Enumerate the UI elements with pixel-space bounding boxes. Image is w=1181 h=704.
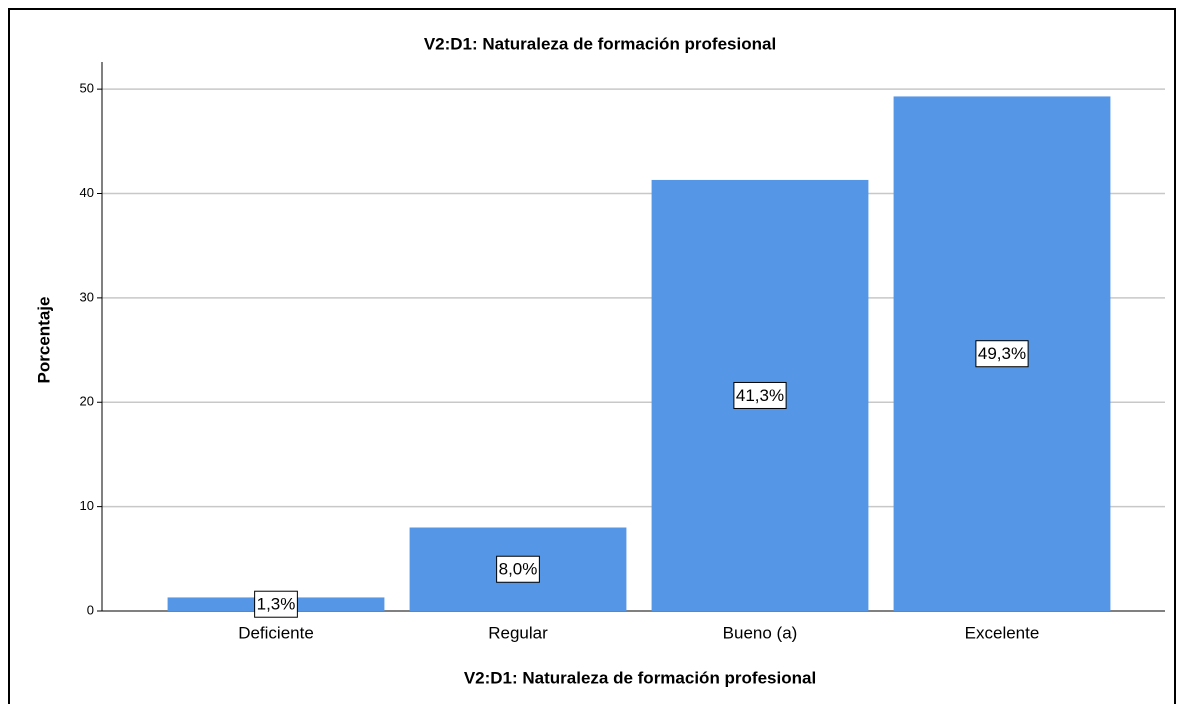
- y-tick-label: 30: [80, 289, 94, 304]
- y-tick-label: 0: [87, 602, 94, 617]
- value-label-box: [975, 340, 1029, 368]
- x-tick-label: Regular: [488, 623, 548, 642]
- y-tick-label: 10: [80, 498, 94, 513]
- y-tick-label: 20: [80, 394, 94, 409]
- x-tick-label: Excelente: [965, 623, 1040, 642]
- value-label-box: [733, 381, 787, 409]
- y-tick-label: 40: [80, 185, 94, 200]
- x-axis-title: V2:D1: Naturaleza de formación profesion…: [464, 668, 816, 687]
- x-tick-label: Bueno (a): [723, 623, 798, 642]
- value-label: 8,0%: [499, 560, 538, 579]
- chart-title: V2:D1: Naturaleza de formación profesion…: [424, 34, 776, 53]
- y-tick-label: 50: [80, 81, 94, 96]
- value-label-box: [254, 590, 298, 618]
- value-label: 1,3%: [257, 595, 296, 614]
- value-label: 49,3%: [978, 344, 1026, 363]
- frame: [8, 8, 1176, 704]
- x-tick-label: Deficiente: [238, 623, 314, 642]
- value-label-box: [496, 555, 540, 583]
- y-axis-title: Porcentaje: [34, 297, 53, 384]
- value-label: 41,3%: [736, 386, 784, 405]
